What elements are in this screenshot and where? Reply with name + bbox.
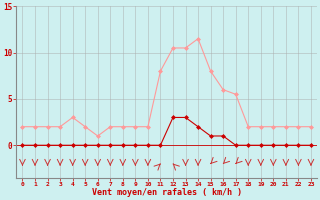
X-axis label: Vent moyen/en rafales ( km/h ): Vent moyen/en rafales ( km/h ) — [92, 188, 242, 197]
